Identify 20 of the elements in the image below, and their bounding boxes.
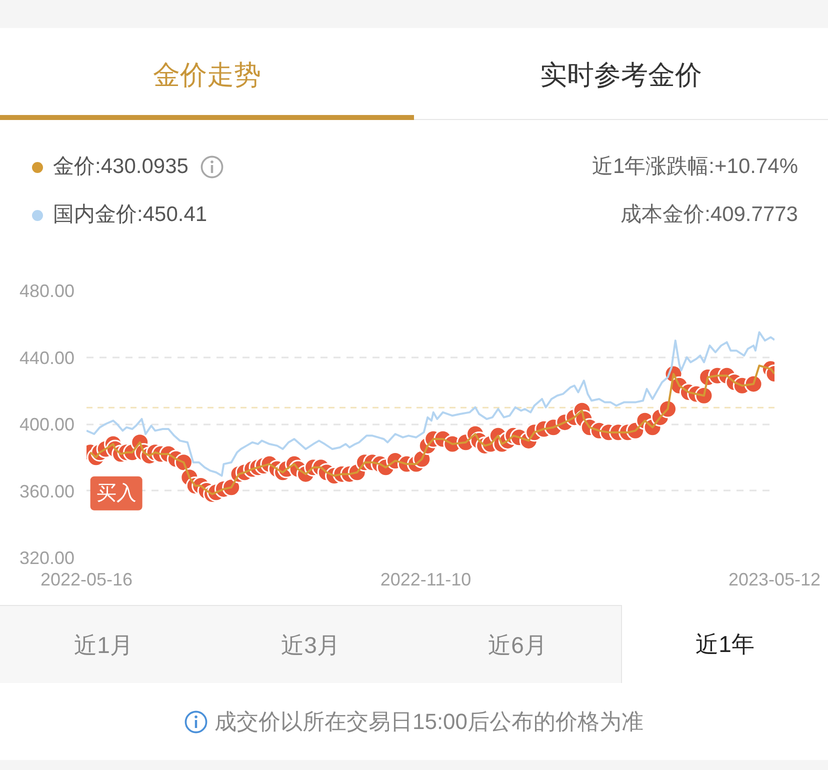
- y-tick-label: 440.00: [19, 348, 75, 368]
- x-tick-label: 2023-05-12: [728, 570, 821, 590]
- tab: 近6月: [414, 605, 621, 683]
- y-tick-label: 320.00: [19, 548, 75, 568]
- y-tick-label: 400.00: [19, 414, 75, 434]
- x-tick-label: 2022-11-10: [380, 570, 472, 590]
- y-tick-label: 480.00: [19, 281, 75, 301]
- y-tick-label: 360.00: [19, 481, 75, 502]
- tab: 近3月: [207, 605, 414, 683]
- chart-title: 金价走势: [153, 60, 261, 90]
- legend-label: 金价:430.0935: [53, 154, 188, 180]
- text: 成交价以所在交易日15:00后公布的价格为准: [214, 708, 644, 736]
- text: 实时参考金价: [540, 60, 702, 90]
- tab: 近1月: [0, 605, 207, 683]
- text: 近1年涨跌幅:+10.74%: [592, 155, 798, 178]
- line-series: [86, 331, 774, 477]
- x-tick-label: 2022-05-16: [40, 570, 133, 590]
- annotation: 买入: [96, 482, 136, 504]
- text: 成本金价:409.7773: [620, 203, 798, 226]
- legend-label: 国内金价:450.41: [53, 202, 208, 228]
